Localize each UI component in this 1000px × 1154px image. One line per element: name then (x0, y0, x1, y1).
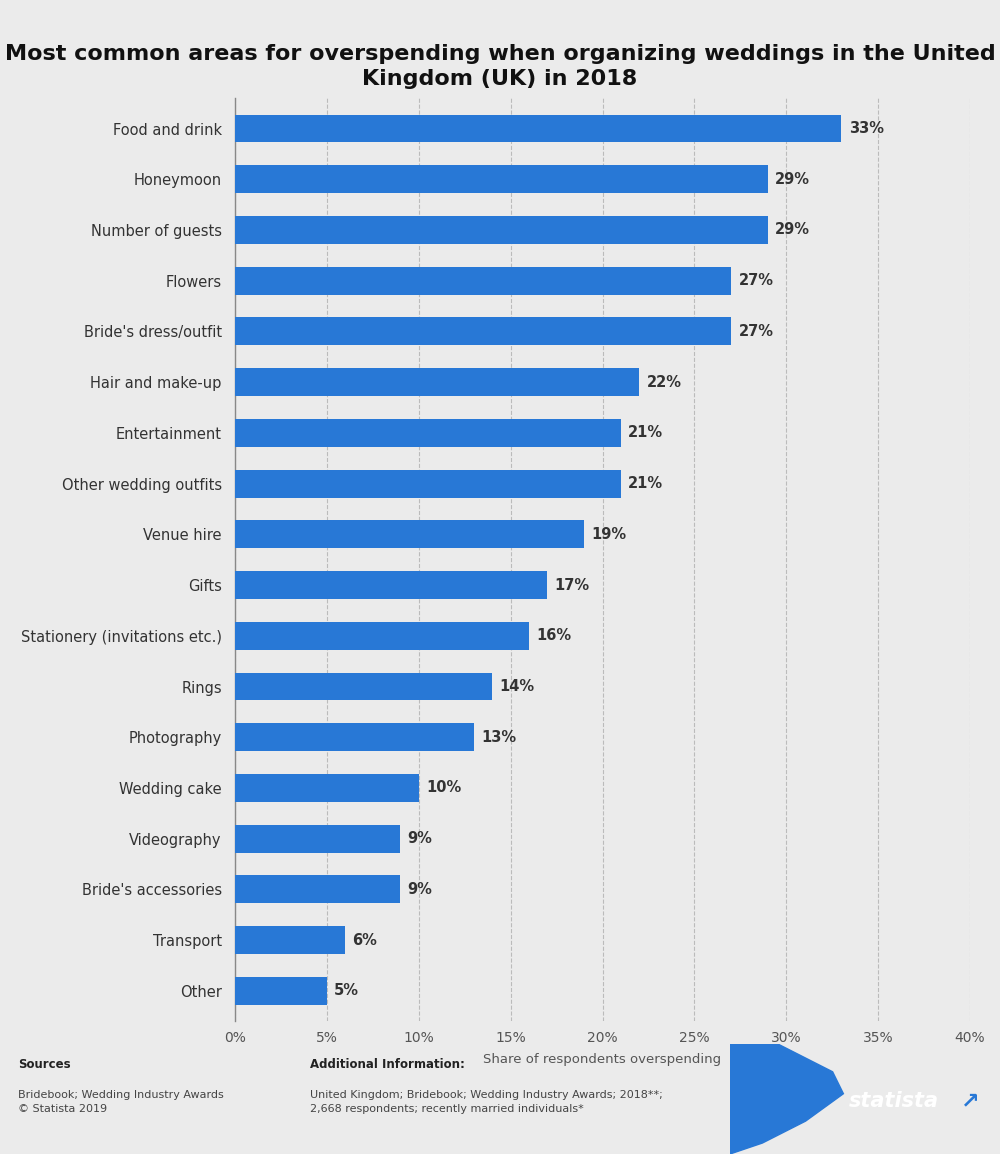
Text: 5%: 5% (334, 983, 359, 998)
Bar (235, 520, 584, 548)
Text: 17%: 17% (555, 577, 590, 592)
Text: 27%: 27% (738, 273, 773, 288)
Text: Additional Information:: Additional Information: (310, 1057, 465, 1071)
X-axis label: Share of respondents overspending: Share of respondents overspending (483, 1054, 722, 1066)
Text: 33%: 33% (849, 121, 884, 136)
Bar (235, 622, 529, 650)
Bar (235, 876, 400, 904)
Polygon shape (730, 1044, 843, 1154)
Text: 19%: 19% (591, 527, 627, 542)
Text: 29%: 29% (775, 223, 810, 238)
Bar (235, 419, 621, 447)
Text: United Kingdom; Bridebook; Wedding Industry Awards; 2018**;
2,668 respondents; r: United Kingdom; Bridebook; Wedding Indus… (310, 1091, 663, 1114)
Bar (235, 114, 841, 142)
Text: Most common areas for overspending when organizing weddings in the United
Kingdo: Most common areas for overspending when … (5, 44, 995, 90)
Text: 14%: 14% (500, 679, 535, 694)
Bar (235, 724, 474, 751)
Bar (235, 673, 492, 700)
Text: 6%: 6% (353, 932, 377, 947)
Text: 21%: 21% (628, 477, 663, 492)
Text: 10%: 10% (426, 780, 461, 795)
Bar (235, 774, 419, 802)
Text: Bridebook; Wedding Industry Awards
© Statista 2019: Bridebook; Wedding Industry Awards © Sta… (18, 1091, 224, 1114)
Bar (235, 165, 768, 193)
Text: 21%: 21% (628, 426, 663, 441)
Text: 16%: 16% (536, 628, 571, 643)
Bar (235, 977, 327, 1005)
Text: 13%: 13% (481, 729, 516, 744)
Text: Sources: Sources (18, 1057, 71, 1071)
Bar (235, 317, 731, 345)
Text: ↗: ↗ (961, 1092, 980, 1111)
Bar (235, 368, 639, 396)
Text: 9%: 9% (408, 831, 433, 846)
Text: 22%: 22% (647, 375, 682, 390)
Bar (235, 927, 345, 954)
Text: statista: statista (849, 1092, 939, 1111)
Bar (235, 571, 547, 599)
Text: 9%: 9% (408, 882, 433, 897)
Text: 29%: 29% (775, 172, 810, 187)
Bar (235, 470, 621, 497)
Bar (235, 267, 731, 294)
Text: 27%: 27% (738, 324, 773, 339)
Bar (235, 825, 400, 853)
Bar (235, 216, 768, 243)
